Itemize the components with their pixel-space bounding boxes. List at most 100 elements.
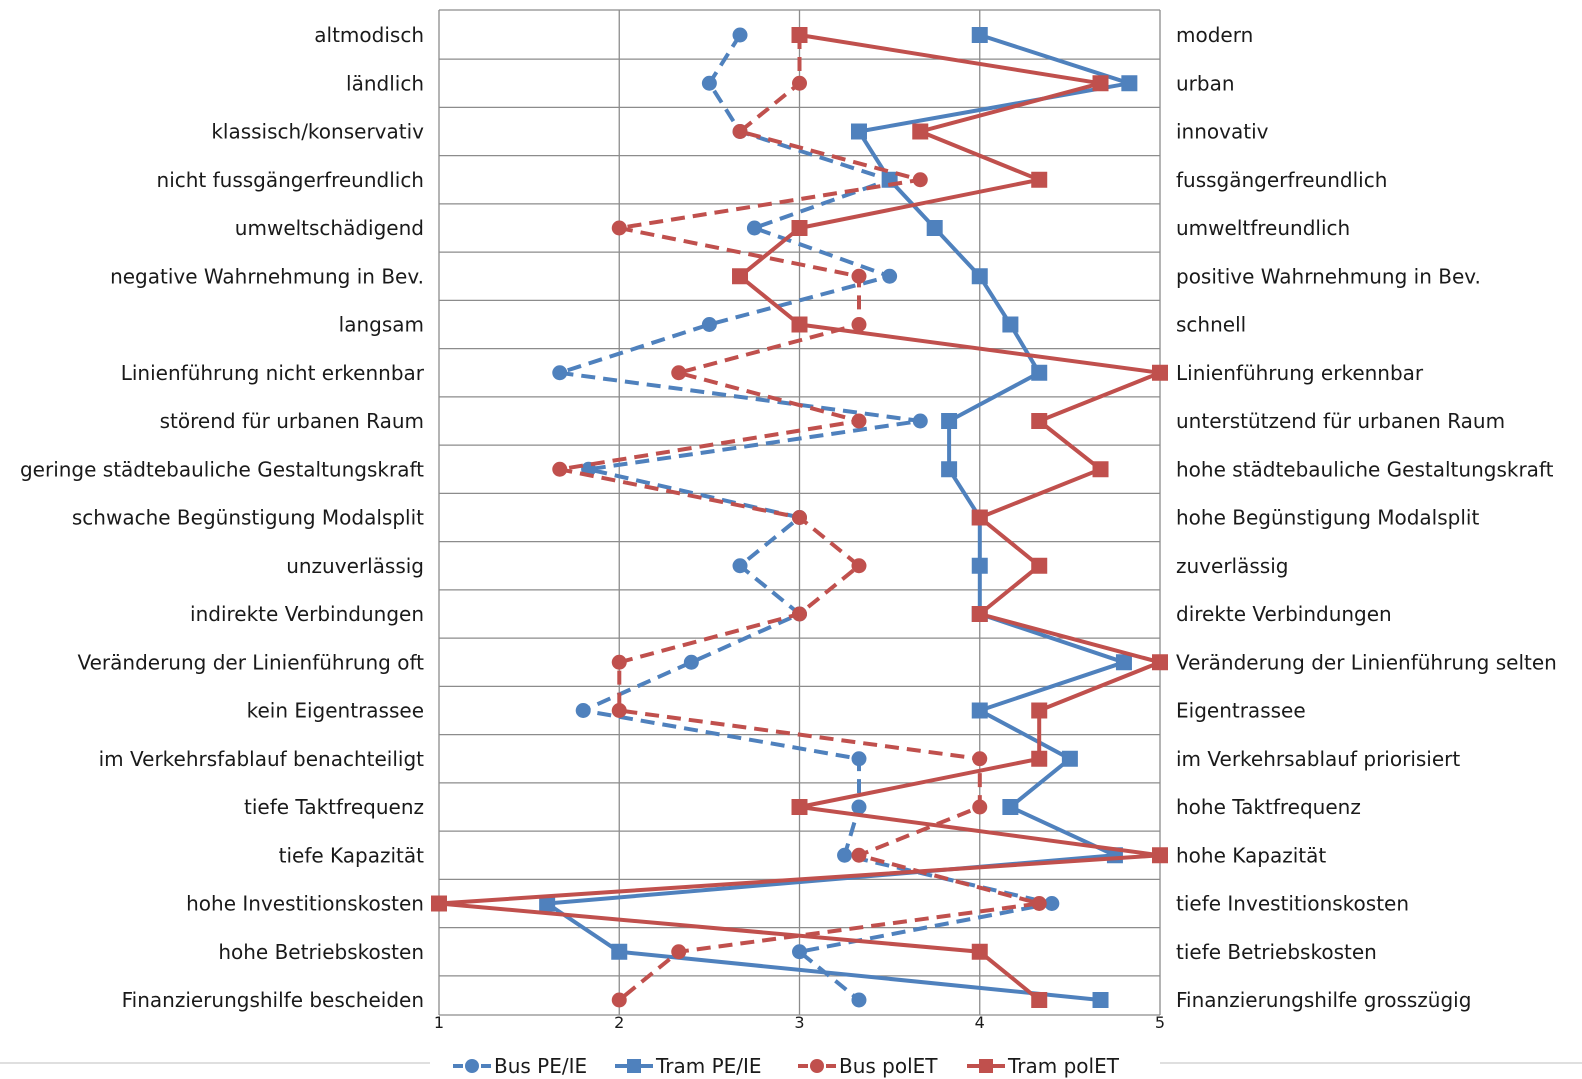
- data-point-circle: [912, 413, 928, 429]
- data-point-square: [1092, 75, 1109, 92]
- data-point-square: [611, 943, 628, 960]
- data-point-circle: [611, 654, 627, 670]
- right-pole-label: hohe städtebauliche Gestaltungskraft: [1176, 457, 1554, 481]
- right-pole-label: Veränderung der Linienführung selten: [1176, 650, 1557, 674]
- legend: Bus PE/IE Tram PE/IE Bus polET Tram polET: [0, 1054, 1582, 1078]
- left-pole-label: störend für urbanen Raum: [160, 409, 424, 433]
- data-point-circle: [683, 654, 699, 670]
- data-point-circle: [851, 268, 867, 284]
- legend-marker-circle: [465, 1059, 479, 1073]
- left-pole-label: im Verkehrsfablauf benachteiligt: [99, 747, 425, 771]
- data-point-circle: [1031, 896, 1047, 911]
- data-point-circle: [851, 317, 867, 332]
- left-pole-label: langsam: [339, 313, 424, 337]
- right-pole-label: umweltfreundlich: [1176, 216, 1350, 240]
- left-pole-label: indirekte Verbindungen: [190, 602, 424, 626]
- data-point-circle: [851, 413, 867, 429]
- data-point-square: [1061, 750, 1078, 767]
- legend-entry: Bus polET: [798, 1054, 938, 1078]
- data-point-square: [971, 606, 988, 622]
- data-point-circle: [552, 461, 568, 477]
- data-point-circle: [972, 751, 988, 767]
- legend-label: Tram polET: [1007, 1054, 1120, 1078]
- right-pole-label: zuverlässig: [1176, 554, 1288, 578]
- data-point-square: [971, 702, 988, 719]
- left-pole-label: Finanzierungshilfe bescheiden: [122, 988, 424, 1012]
- data-point-square: [926, 220, 943, 236]
- data-point-circle: [732, 124, 748, 139]
- data-point-circle: [851, 992, 867, 1008]
- data-point-circle: [792, 606, 807, 622]
- left-pole-label: nicht fussgängerfreundlich: [157, 168, 424, 192]
- right-pole-label: im Verkehrsablauf priorisiert: [1176, 747, 1460, 771]
- data-point-square: [1031, 171, 1048, 188]
- data-point-circle: [575, 703, 591, 718]
- data-point-square: [791, 220, 808, 236]
- left-pole-label: schwache Begünstigung Modalsplit: [72, 506, 424, 530]
- data-point-circle: [732, 27, 748, 43]
- x-tick-label: 2: [614, 1013, 624, 1032]
- right-axis-labels: modern urban innovativ fussgängerfreundlich…: [1176, 23, 1557, 1012]
- left-pole-label: hohe Investitionskosten: [186, 892, 424, 916]
- data-point-circle: [611, 992, 627, 1008]
- left-pole-label: tiefe Taktfrequenz: [244, 795, 424, 819]
- x-tick-label: 4: [975, 1013, 985, 1032]
- data-point-circle: [552, 365, 568, 381]
- data-point-square: [912, 123, 929, 140]
- series-bus-polet: [552, 27, 1047, 1008]
- right-pole-label: hohe Kapazität: [1176, 843, 1326, 867]
- data-point-square: [1121, 75, 1138, 92]
- data-point-square: [791, 799, 808, 815]
- left-pole-label: klassisch/konservativ: [211, 120, 424, 144]
- legend-entry: Bus PE/IE: [453, 1054, 587, 1078]
- data-point-square: [971, 268, 988, 285]
- left-axis-labels: altmodisch ländlich klassisch/konservativ n…: [20, 23, 425, 1012]
- data-point-square: [971, 27, 988, 43]
- legend-marker-square: [979, 1059, 993, 1073]
- legend-entry: Tram PE/IE: [615, 1054, 762, 1078]
- left-pole-label: altmodisch: [314, 23, 424, 47]
- data-point-square: [431, 895, 447, 912]
- left-pole-label: geringe städtebauliche Gestaltungskraft: [20, 457, 424, 481]
- right-pole-label: tiefe Betriebskosten: [1176, 940, 1377, 964]
- right-pole-label: schnell: [1176, 313, 1246, 337]
- data-point-circle: [851, 799, 867, 815]
- data-point-square: [791, 316, 808, 333]
- data-point-square: [1002, 799, 1019, 815]
- data-point-square: [971, 943, 988, 960]
- data-point-square: [791, 27, 808, 43]
- right-pole-label: fussgängerfreundlich: [1176, 168, 1387, 192]
- data-point-circle: [746, 220, 762, 236]
- data-point-square: [971, 557, 988, 574]
- data-point-circle: [882, 268, 898, 284]
- data-point-square: [1092, 992, 1109, 1008]
- data-point-square: [1115, 654, 1132, 671]
- left-pole-label: tiefe Kapazität: [279, 843, 425, 867]
- legend-label: Bus polET: [839, 1054, 938, 1078]
- data-point-circle: [1044, 896, 1060, 911]
- series-group: [431, 27, 1168, 1008]
- data-point-circle: [792, 75, 807, 91]
- data-point-circle: [671, 365, 687, 381]
- right-pole-label: urban: [1176, 71, 1235, 95]
- data-point-circle: [837, 847, 853, 863]
- right-pole-label: direkte Verbindungen: [1176, 602, 1392, 626]
- data-point-square: [1092, 461, 1109, 478]
- data-point-circle: [611, 220, 627, 236]
- data-point-square: [850, 123, 867, 140]
- left-pole-label: negative Wahrnehmung in Bev.: [110, 264, 424, 288]
- data-point-circle: [792, 510, 807, 525]
- right-pole-label: Linienführung erkennbar: [1176, 361, 1424, 385]
- data-point-circle: [851, 751, 867, 767]
- x-tick-label: 3: [794, 1013, 804, 1032]
- x-tick-label: 5: [1155, 1013, 1165, 1032]
- left-pole-label: hohe Betriebskosten: [218, 940, 424, 964]
- left-pole-label: ländlich: [346, 71, 424, 95]
- data-point-square: [1031, 364, 1048, 381]
- data-point-square: [1152, 847, 1168, 864]
- data-point-square: [1031, 992, 1048, 1008]
- data-point-square: [1152, 364, 1168, 381]
- data-point-square: [1031, 413, 1048, 429]
- left-pole-label: umweltschädigend: [235, 216, 424, 240]
